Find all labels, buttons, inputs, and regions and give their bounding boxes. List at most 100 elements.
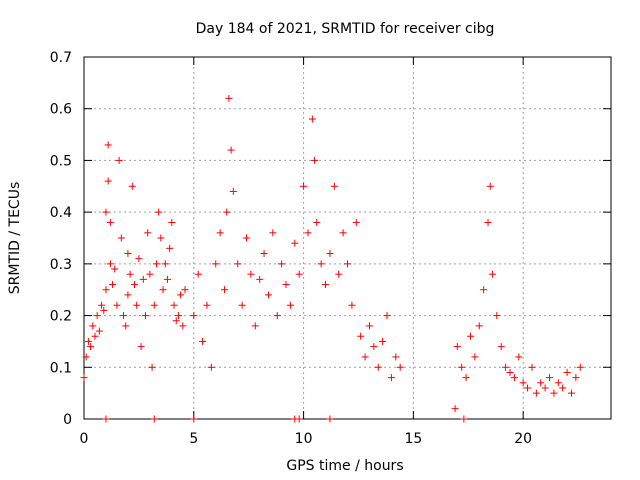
data-point: [93, 312, 101, 320]
data-point: [282, 281, 290, 289]
data-point: [392, 353, 400, 361]
data-point: [330, 182, 338, 190]
x-tick-label: 5: [189, 431, 198, 447]
data-point: [174, 312, 182, 320]
data-point: [120, 312, 128, 320]
ticks: 0 0.1 0.2 0.3 0.4 0.5 0.6 0.7 0 5 10 15 20: [50, 50, 611, 447]
data-point: [131, 281, 139, 289]
data-point: [493, 312, 501, 320]
data-point: [172, 317, 180, 325]
data-point: [576, 363, 584, 371]
x-tick-label: 20: [514, 431, 532, 447]
y-tick-label: 0.6: [50, 102, 72, 118]
data-point: [87, 343, 95, 351]
data-point: [559, 384, 567, 392]
data-point: [510, 374, 518, 382]
data-point: [365, 322, 373, 330]
data-point: [155, 208, 163, 216]
data-point: [135, 255, 143, 263]
data-point: [486, 182, 494, 190]
data-point: [159, 286, 167, 294]
data-point: [488, 270, 496, 278]
data-point: [247, 270, 255, 278]
data-point: [374, 363, 382, 371]
chart-title: Day 184 of 2021, SRMTID for receiver cib…: [196, 21, 495, 37]
data-point: [190, 415, 198, 423]
data-point: [567, 389, 575, 397]
data-point: [451, 405, 459, 413]
data-point: [304, 229, 312, 237]
data-point: [383, 312, 391, 320]
data-point: [91, 332, 99, 340]
data-point: [396, 363, 404, 371]
data-point: [124, 291, 132, 299]
data-point: [179, 322, 187, 330]
data-point: [541, 384, 549, 392]
data-point: [308, 115, 316, 123]
data-point: [278, 260, 286, 268]
data-point: [144, 229, 152, 237]
data-point: [370, 343, 378, 351]
data-point: [122, 322, 130, 330]
y-axis-label: SRMTID / TECUs: [7, 182, 23, 295]
data-point: [170, 301, 178, 309]
data-point: [269, 229, 277, 237]
data-point: [133, 301, 141, 309]
data-point: [216, 229, 224, 237]
data-point: [300, 182, 308, 190]
data-point: [563, 368, 571, 376]
data-point: [352, 218, 360, 226]
x-tick-label: 10: [295, 431, 313, 447]
grid: [84, 57, 611, 419]
data-point: [82, 353, 90, 361]
data-point: [458, 363, 466, 371]
data-point: [554, 379, 562, 387]
data-point: [139, 275, 147, 283]
data-point: [291, 239, 299, 247]
data-point: [89, 322, 97, 330]
data-point: [98, 301, 106, 309]
data-point: [166, 244, 174, 252]
data-point: [150, 415, 158, 423]
data-point: [326, 415, 334, 423]
data-point: [194, 270, 202, 278]
y-tick-label: 0.2: [50, 309, 72, 325]
data-point: [256, 275, 264, 283]
data-point: [163, 275, 171, 283]
data-point: [104, 141, 112, 149]
data-point: [466, 332, 474, 340]
data-point: [339, 229, 347, 237]
data-point: [519, 379, 527, 387]
data-point: [462, 374, 470, 382]
data-point: [475, 322, 483, 330]
data-point: [379, 337, 387, 345]
data-point: [311, 156, 319, 164]
data-point: [111, 265, 119, 273]
data-point: [506, 368, 514, 376]
data-point: [157, 234, 165, 242]
data-point: [502, 363, 510, 371]
data-point: [238, 301, 246, 309]
y-tick-label: 0.1: [50, 360, 72, 376]
data-point: [453, 343, 461, 351]
data-point: [225, 94, 233, 102]
data-point: [152, 260, 160, 268]
data-point: [212, 260, 220, 268]
data-point: [141, 312, 149, 320]
data-point: [161, 260, 169, 268]
data-point: [181, 286, 189, 294]
data-point: [95, 327, 103, 335]
y-tick-label: 0.5: [50, 153, 72, 169]
data-point: [227, 146, 235, 154]
data-point: [115, 156, 123, 164]
y-tick-label: 0.3: [50, 257, 72, 273]
x-tick-label: 15: [404, 431, 422, 447]
data-point: [515, 353, 523, 361]
data-point: [109, 281, 117, 289]
data-point: [537, 379, 545, 387]
data-point: [317, 260, 325, 268]
data-point: [150, 301, 158, 309]
data-point: [357, 332, 365, 340]
